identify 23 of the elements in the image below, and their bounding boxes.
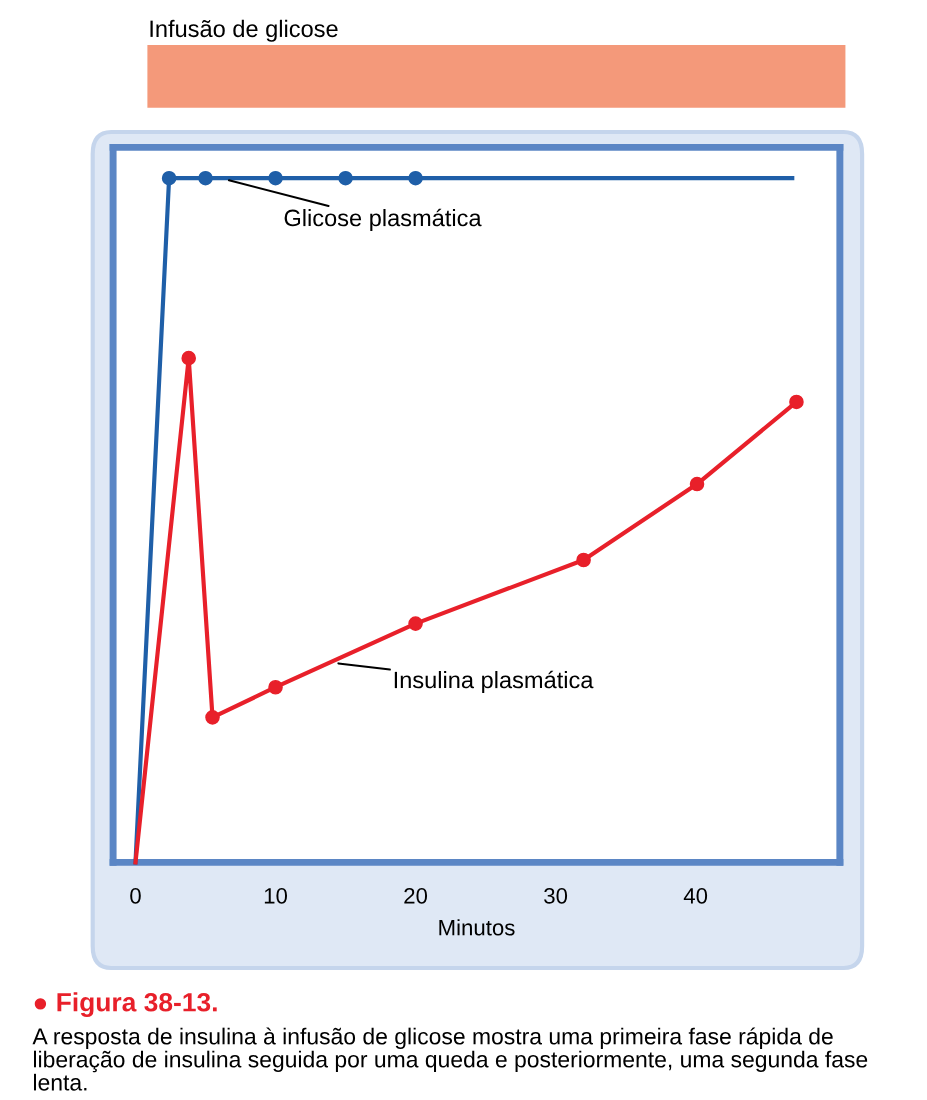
- text: Infusão de glicose: [150, 19, 338, 42]
- text: A resposta de insulina à infusão de glicose mostra uma primeira fase rápida de liberação de insulina seguida por uma queda e posteriormente, uma segunda fase lenta.: [32, 1027, 868, 1091]
- text: ● Figura 38-13.: [34, 992, 217, 1017]
- x-tick-label: 0: [130, 887, 141, 904]
- point: [408, 616, 423, 631]
- point: [576, 552, 591, 568]
- x-tick-label: 10: [264, 887, 288, 904]
- x-tick-label: 20: [404, 887, 428, 904]
- x-tick-label: 30: [544, 887, 568, 904]
- x-axis-title: Minutos: [439, 919, 515, 936]
- point: [338, 170, 353, 186]
- point: [181, 350, 196, 366]
- point: [689, 476, 705, 492]
- series-label: Insulina plasmática: [394, 670, 594, 694]
- point: [198, 170, 213, 186]
- series-label: Glicose plasmática: [284, 208, 482, 231]
- point: [161, 170, 177, 186]
- x-tick-label: 40: [683, 887, 708, 904]
- point: [268, 679, 283, 695]
- point: [789, 394, 804, 410]
- point: [268, 170, 283, 186]
- point: [205, 710, 220, 725]
- point: [408, 170, 423, 186]
